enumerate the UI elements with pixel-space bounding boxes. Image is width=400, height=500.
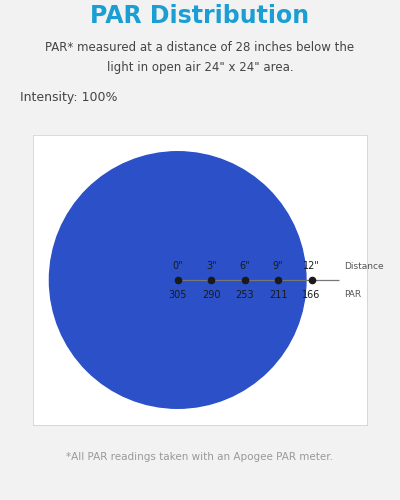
Circle shape (124, 226, 232, 334)
Text: 253: 253 (235, 290, 254, 300)
Text: 290: 290 (202, 290, 220, 300)
Text: 211: 211 (269, 290, 287, 300)
Circle shape (147, 249, 208, 311)
Text: 166: 166 (302, 290, 321, 300)
Text: Intensity: 100%: Intensity: 100% (20, 91, 118, 104)
Text: 12": 12" (303, 261, 320, 271)
Text: 305: 305 (168, 290, 187, 300)
Text: 0": 0" (172, 261, 183, 271)
Text: 9": 9" (273, 261, 283, 271)
Text: PAR Distribution: PAR Distribution (90, 4, 310, 28)
Text: 3": 3" (206, 261, 216, 271)
Text: PAR* measured at a distance of 28 inches below the
light in open air 24" x 24" a: PAR* measured at a distance of 28 inches… (46, 41, 354, 74)
Circle shape (50, 152, 306, 408)
Circle shape (101, 203, 255, 357)
Text: Distance: Distance (344, 262, 384, 271)
Text: *All PAR readings taken with an Apogee PAR meter.: *All PAR readings taken with an Apogee P… (66, 452, 334, 462)
Circle shape (75, 178, 280, 382)
Text: PAR: PAR (344, 290, 361, 299)
Text: 6": 6" (239, 261, 250, 271)
